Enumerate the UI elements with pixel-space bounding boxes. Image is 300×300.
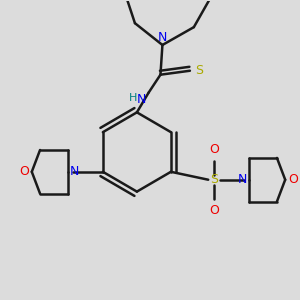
Text: O: O [19, 165, 29, 178]
Text: H: H [129, 94, 137, 103]
Text: N: N [158, 31, 167, 44]
Text: O: O [209, 204, 219, 217]
Text: N: N [238, 173, 247, 186]
Text: S: S [195, 64, 203, 77]
Text: S: S [210, 173, 218, 186]
Text: N: N [137, 93, 146, 106]
Text: O: O [209, 142, 219, 155]
Text: O: O [288, 173, 298, 186]
Text: N: N [70, 165, 79, 178]
